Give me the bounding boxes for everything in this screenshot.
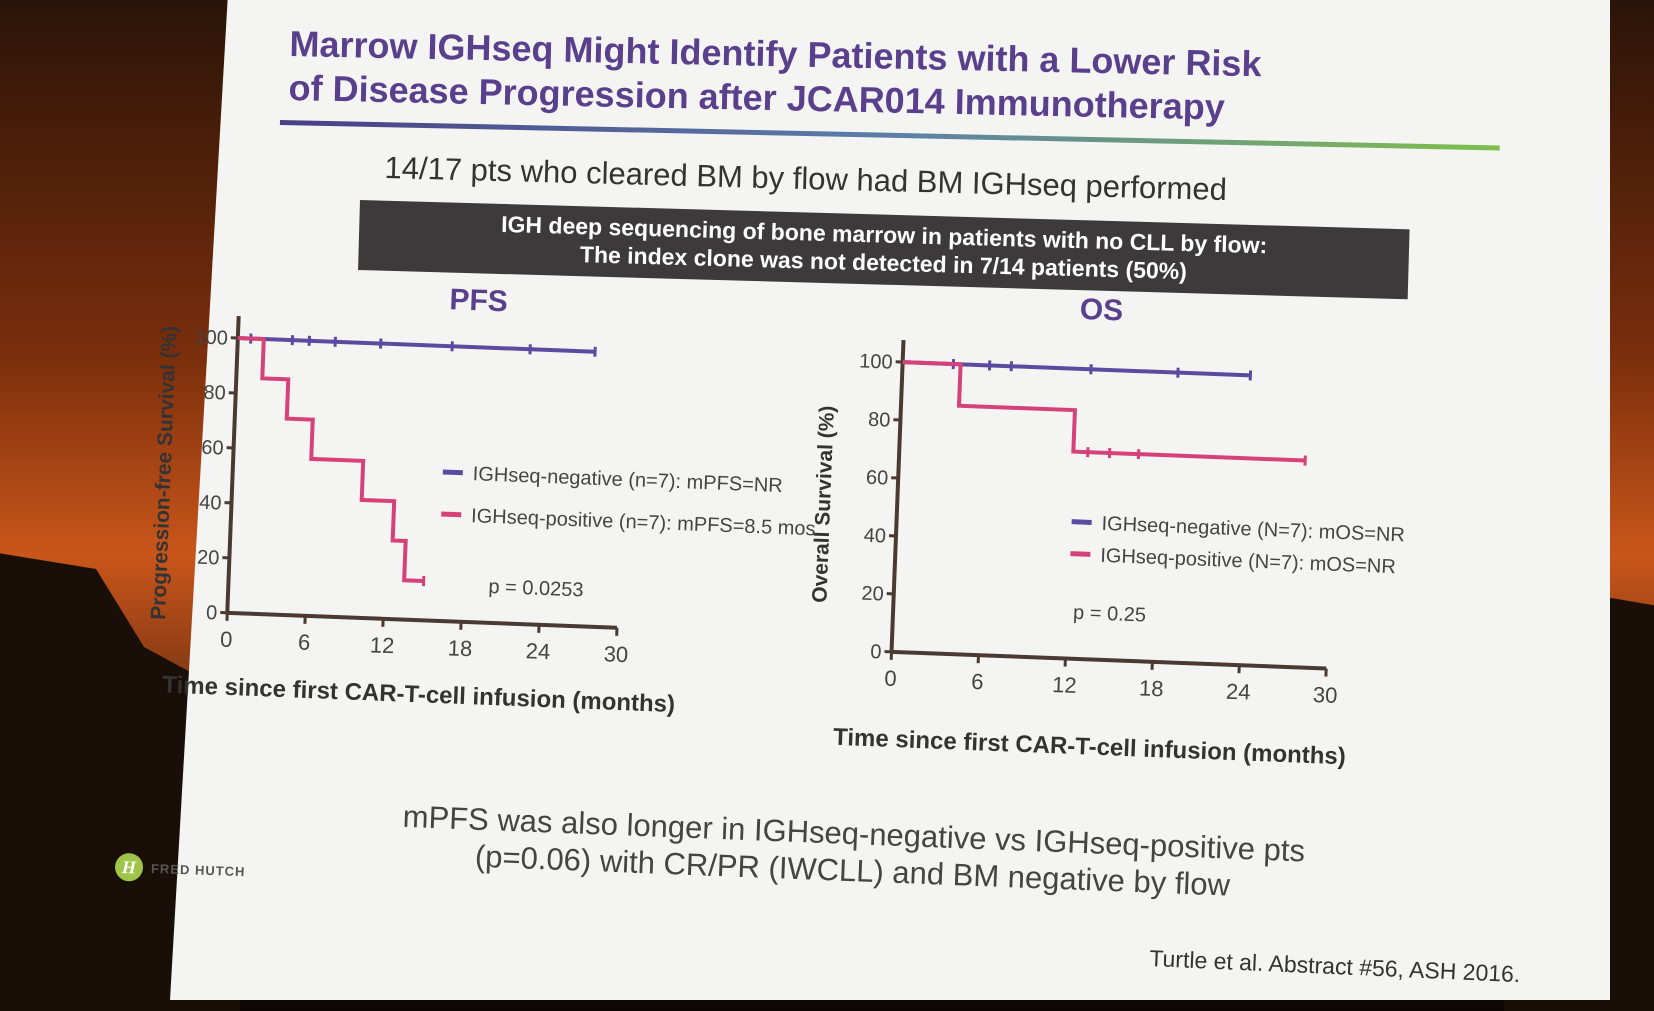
- x-axis-label: Time since first CAR-T-cell infusion (mo…: [833, 724, 1347, 771]
- y-tick-label: 20: [197, 547, 220, 570]
- survival-curve: [237, 336, 596, 354]
- fred-hutch-logo: H FRED HUTCH: [114, 852, 246, 886]
- p-value-annotation: p = 0.0253: [488, 576, 584, 602]
- y-tick-label: 100: [859, 350, 893, 373]
- x-tick-label: 30: [1312, 682, 1337, 708]
- x-axis-label: Time since first CAR-T-cell infusion (mo…: [162, 671, 676, 718]
- survival-curve: [902, 360, 1306, 463]
- x-tick-label: 24: [1226, 679, 1251, 705]
- y-tick-label: 0: [870, 641, 882, 663]
- x-tick-label: 24: [525, 638, 550, 664]
- y-tick-label: 100: [194, 326, 228, 349]
- x-tick-label: 0: [220, 627, 233, 652]
- survival-curve: [237, 336, 424, 584]
- y-tick-label: 80: [203, 382, 226, 405]
- y-tick-label: 40: [863, 525, 886, 548]
- y-tick-label: 20: [861, 583, 884, 606]
- x-tick-label: 12: [369, 632, 394, 658]
- logo-text: FRED HUTCH: [150, 860, 246, 879]
- legend-swatch: [1070, 551, 1091, 557]
- y-axis-label: Progression-free Survival (%): [147, 325, 181, 620]
- logo-mark-icon: H: [114, 852, 144, 882]
- legend-label: IGHseq-negative (N=7): mOS=NR: [1101, 513, 1405, 547]
- x-tick-label: 6: [971, 669, 984, 694]
- y-tick-label: 40: [199, 492, 222, 515]
- x-tick-label: 6: [298, 630, 311, 655]
- pfs-chart: PFS 0 20 40 60 80 100 0 6 12 18 24 30 Time since firs…: [147, 283, 816, 718]
- p-value-annotation: p = 0.25: [1073, 602, 1147, 627]
- chart-title: OS: [1079, 293, 1124, 328]
- legend-swatch: [441, 511, 462, 518]
- legend-label: IGHseq-negative (n=7): mPFS=NR: [472, 463, 783, 497]
- x-tick-label: 18: [447, 635, 472, 661]
- x-axis-line: [227, 610, 618, 630]
- y-axis-line: [225, 315, 241, 613]
- legend-swatch: [442, 469, 463, 476]
- legend-label: IGHseq-positive (N=7): mOS=NR: [1100, 545, 1396, 578]
- os-chart: OS 0 20 40 60 80 100 0 6 12 18 24 30 Time since first…: [808, 293, 1405, 771]
- x-tick-label: 0: [884, 666, 897, 691]
- y-tick-label: 60: [201, 437, 224, 460]
- x-tick-label: 12: [1052, 672, 1077, 698]
- y-tick-label: 80: [868, 409, 891, 432]
- y-tick-label: 0: [206, 602, 218, 624]
- legend-label: IGHseq-positive (n=7): mPFS=8.5 mos: [471, 505, 816, 540]
- y-tick-label: 60: [866, 467, 889, 490]
- x-tick-label: 18: [1139, 675, 1164, 701]
- x-axis-line: [891, 649, 1327, 671]
- x-tick-label: 30: [603, 641, 628, 667]
- chart-title: PFS: [449, 283, 509, 318]
- y-axis-line: [889, 340, 906, 652]
- slide-panel: [170, 0, 1610, 1000]
- legend-swatch: [1071, 519, 1092, 525]
